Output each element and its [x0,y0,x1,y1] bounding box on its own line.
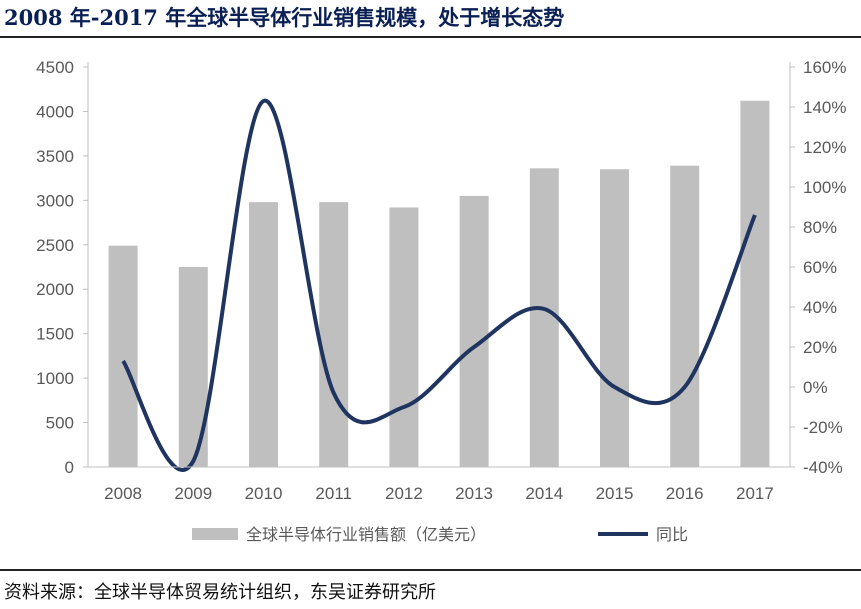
combo-chart: 0 500 1000 1500 2000 2500 3000 3500 4000 4500 -40… [36,58,846,544]
right-tick-label: 20% [803,338,837,357]
right-tick-label: -20% [803,418,843,437]
right-tick-label: 120% [803,138,846,157]
bar-2016 [670,165,700,467]
right-tick-label: 0% [803,378,828,397]
chart-title: 2008 年-2017 年全球半导体行业销售规模，处于增长态势 [4,5,565,30]
bottom-rule [0,569,861,571]
bar-2010 [249,202,278,467]
x-tick-label: 2016 [666,484,704,503]
right-tick-label: 40% [803,298,837,317]
bar-2014 [529,168,559,468]
left-tick-label: 2500 [36,236,74,255]
left-tick-label: 1000 [36,369,74,388]
x-tick-label: 2013 [455,484,493,503]
right-axis: -40% -20% 0% 20% 40% 60% 80% 100% 120% 140% 160% [789,58,846,477]
x-tick-label: 2012 [385,484,423,503]
x-tick-label: 2014 [525,484,563,503]
left-tick-label: 0 [65,458,74,477]
right-tick-label: 160% [803,58,846,77]
source-note: 资料来源：全球半导体贸易统计组织，东吴证券研究所 [4,582,436,603]
bar-2015 [600,169,629,467]
line-series [121,98,757,472]
x-tick-label: 2017 [736,484,774,503]
x-tick-label: 2009 [174,484,212,503]
left-tick-label: 500 [46,414,74,433]
bar-2009 [178,267,208,467]
left-tick-label: 4500 [36,58,74,77]
right-tick-label: 100% [803,178,846,197]
legend-label-line: 同比 [656,525,688,544]
left-tick-label: 3000 [36,191,74,210]
x-axis: 2008 2009 2010 2011 2012 2013 2014 2015 2016 2017 [88,466,790,503]
right-tick-label: 80% [803,218,837,237]
bar-2017 [740,100,770,468]
bar-2008 [108,245,138,467]
right-tick-label: 140% [803,98,846,117]
legend-swatch-bar [192,528,238,540]
legend-label-bar: 全球半导体行业销售额（亿美元） [246,525,486,544]
left-axis: 0 500 1000 1500 2000 2500 3000 3500 4000 4500 [36,58,89,477]
x-tick-label: 2008 [104,484,142,503]
x-tick-label: 2010 [245,484,283,503]
right-tick-label: 60% [803,258,837,277]
yoy-line [121,98,757,472]
right-tick-label: -40% [803,458,843,477]
bar-2011 [319,202,349,467]
left-tick-label: 3500 [36,147,74,166]
bar-2013 [459,195,489,467]
x-tick-label: 2015 [596,484,634,503]
top-rule [0,36,861,38]
left-tick-label: 4000 [36,102,74,121]
legend: 全球半导体行业销售额（亿美元） 同比 [192,525,688,544]
left-tick-label: 1500 [36,325,74,344]
bar-2012 [389,207,419,467]
left-tick-label: 2000 [36,280,74,299]
x-tick-label: 2011 [315,484,352,503]
